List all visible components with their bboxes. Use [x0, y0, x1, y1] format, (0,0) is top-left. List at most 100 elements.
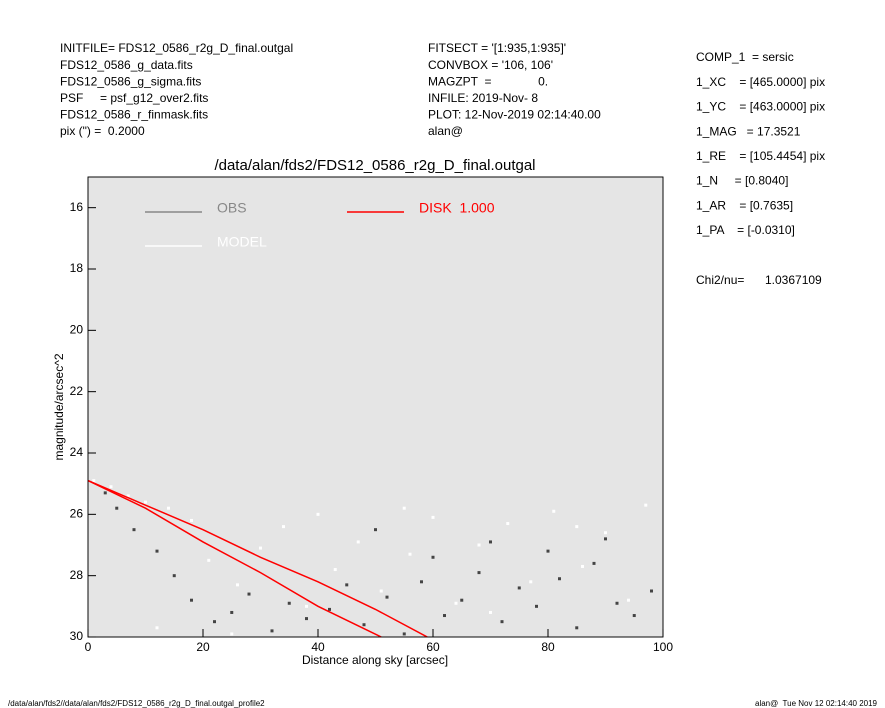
data-point [92, 479, 96, 483]
y-tick-label: 30 [70, 629, 84, 643]
data-point [627, 598, 630, 602]
header-center-line: FITSECT = '[1:935,1:935]' [428, 41, 566, 55]
data-point [402, 632, 406, 636]
data-point [155, 626, 159, 630]
data-point [575, 525, 579, 529]
data-point [420, 580, 423, 584]
data-point [517, 586, 521, 590]
data-point [431, 555, 435, 559]
data-point [552, 509, 556, 513]
data-point [305, 604, 308, 608]
plot-frame [87, 176, 664, 638]
data-point [305, 617, 308, 621]
legend-label: OBS [217, 200, 247, 216]
parameter-line: 1_YC = [463.0000] pix [696, 100, 825, 114]
data-point [632, 614, 636, 618]
header-center-line: PLOT: 12-Nov-2019 02:14:40.00 [428, 108, 601, 122]
model-curve [87, 479, 428, 638]
x-tick-label: 60 [426, 640, 440, 654]
data-point [345, 583, 349, 587]
data-point [604, 537, 607, 541]
parameter-line: 1_AR = [0.7635] [696, 198, 793, 212]
x-tick-label: 100 [653, 640, 673, 654]
model-curve [87, 479, 382, 638]
parameter-line: 1_N = [0.8040] [696, 174, 788, 188]
data-point [650, 589, 653, 593]
data-point [581, 564, 584, 568]
data-point [644, 503, 648, 507]
data-point [535, 604, 538, 608]
parameter-line: COMP_1 = sersic [696, 50, 794, 64]
y-tick-label: 16 [70, 200, 84, 214]
data-point [259, 546, 262, 550]
data-point [385, 595, 389, 599]
data-point [236, 583, 239, 587]
data-point [477, 571, 481, 575]
y-axis-label: magnitude/arcsec^2 [52, 353, 66, 460]
data-point [207, 558, 211, 562]
data-point [230, 632, 234, 636]
data-point [454, 601, 458, 605]
data-point [558, 577, 561, 581]
data-point [604, 531, 607, 535]
data-point [230, 610, 234, 614]
parameter-line: 1_PA = [-0.0310] [696, 223, 795, 237]
data-point [443, 614, 446, 618]
header-center-line: INFILE: 2019-Nov- 8 [428, 91, 538, 105]
data-point [287, 601, 291, 605]
chi2-label: Chi2/nu= [696, 273, 744, 287]
chart-title: /data/alan/fds2/FDS12_0586_r2g_D_final.o… [214, 157, 535, 174]
y-tick-label: 20 [70, 323, 84, 337]
data-point [316, 512, 320, 516]
data-point [190, 518, 193, 522]
chi2-value: 1.0367109 [765, 273, 822, 287]
data-point [213, 620, 216, 624]
header-left-line: FDS12_0586_g_sigma.fits [60, 74, 201, 88]
data-point [362, 623, 366, 627]
header-center-line: MAGZPT = 0. [428, 74, 548, 88]
data-point [172, 574, 176, 578]
legend-label: DISK 1.000 [419, 200, 495, 216]
parameter-line: 1_XC = [465.0000] pix [696, 75, 825, 89]
data-point [615, 601, 619, 605]
x-axis-label: Distance along sky [arcsec] [302, 653, 448, 667]
y-tick-label: 24 [70, 445, 84, 459]
data-point [328, 607, 331, 611]
data-point [115, 506, 119, 510]
x-tick-label: 80 [541, 640, 555, 654]
legend-label: MODEL [217, 234, 267, 250]
data-point [270, 629, 274, 633]
data-point [167, 506, 170, 510]
data-point [506, 522, 510, 526]
data-point [247, 592, 251, 596]
footer-right: alan@ Tue Nov 12 02:14:40 2019 [755, 699, 878, 708]
data-point [402, 506, 406, 510]
data-point [374, 528, 377, 532]
data-point [575, 626, 579, 630]
data-point [155, 549, 159, 553]
data-point [431, 515, 435, 519]
data-point [103, 491, 107, 495]
data-point [282, 525, 285, 529]
y-tick-label: 28 [70, 568, 84, 582]
header-center-line: alan@ [428, 124, 463, 138]
data-point [333, 568, 337, 572]
header-left-line: FDS12_0586_g_data.fits [60, 58, 193, 72]
header-left-line: PSF = psf_g12_over2.fits [60, 91, 208, 105]
plot-area [87, 176, 664, 638]
x-tick-label: 40 [311, 640, 325, 654]
data-point [500, 620, 504, 624]
data-point [477, 543, 481, 547]
y-tick-label: 22 [70, 384, 84, 398]
data-point [109, 485, 113, 489]
data-point [126, 494, 130, 498]
parameter-line: 1_RE = [105.4454] pix [696, 149, 825, 163]
data-point [489, 540, 492, 544]
header-center-line: CONVBOX = '106, 106' [428, 58, 553, 72]
data-point [132, 528, 136, 532]
header-left-line: pix (") = 0.2000 [60, 124, 145, 138]
data-point [546, 549, 550, 553]
y-tick-label: 26 [70, 507, 84, 521]
data-point [489, 610, 492, 614]
